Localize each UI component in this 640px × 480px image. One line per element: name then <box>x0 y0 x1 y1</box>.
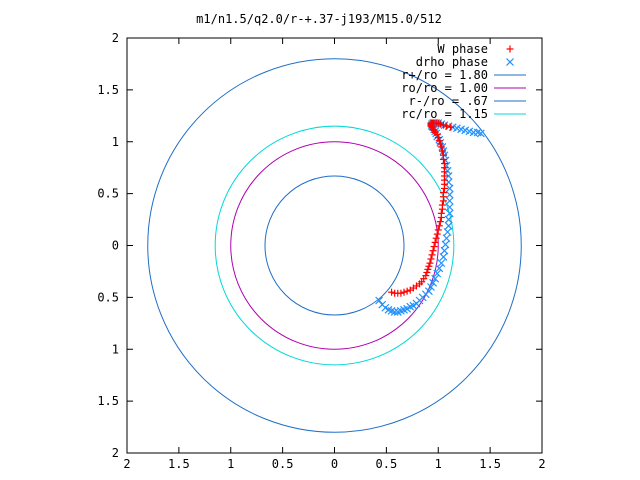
drho-phase-point <box>439 252 448 261</box>
y-tick-label: 0.5 <box>97 187 119 201</box>
radius-circles <box>147 58 522 433</box>
y-tick-label: 1 <box>112 135 119 149</box>
w-phase-point <box>439 121 447 129</box>
drho-phase-point <box>375 296 384 305</box>
drho-phase-point <box>444 221 453 230</box>
axis-ticks: 2 1.5 1 0.5 0 0.5 1 1.5 221.510.500.511.52 <box>97 31 545 471</box>
w-phase-point <box>436 140 444 148</box>
y-tick-label: 0 <box>112 239 119 253</box>
w-phase-point <box>436 120 444 128</box>
w-phase-point <box>422 272 430 280</box>
w-phase-point <box>388 288 396 296</box>
legend-label: W phase <box>437 42 488 56</box>
x-tick-label: 2 <box>123 457 130 471</box>
y-tick-label: 1.5 <box>97 83 119 97</box>
radius-circle <box>230 141 439 350</box>
w-phase-point <box>447 123 455 131</box>
drho-phase-point <box>445 203 454 212</box>
w-phase-point <box>428 251 436 259</box>
drho-phase-point <box>437 259 446 268</box>
w-phase-point <box>438 201 446 209</box>
drho-phase-point <box>445 190 454 199</box>
drho-phase-point <box>435 264 444 273</box>
w-phase-point <box>400 288 408 296</box>
w-phase-point <box>424 265 432 273</box>
x-tick-label: 2 <box>538 457 545 471</box>
w-phase-point <box>397 289 405 297</box>
w-phase-point <box>425 262 433 270</box>
y-tick-label: 1.5 <box>97 394 119 408</box>
drho-phase-point <box>445 196 454 205</box>
x-tick-label: 0.5 <box>376 457 398 471</box>
w-phase-point <box>432 234 440 242</box>
drho-phase-point <box>424 287 433 296</box>
chart-title: m1/n1.5/q2.0/r-+.37-j193/M15.0/512 <box>196 12 442 26</box>
w-phase-point <box>433 230 441 238</box>
w-phase-point <box>423 268 431 276</box>
legend-label: ro/ro = 1.00 <box>401 81 488 95</box>
drho-phase-point <box>390 307 399 316</box>
w-phase-point <box>435 137 443 145</box>
w-phase-point <box>440 160 448 168</box>
drho-phase-point <box>433 269 442 278</box>
x-tick-label: 1 <box>435 457 442 471</box>
w-phase-point <box>439 189 447 197</box>
y-tick-label: 2 <box>112 446 119 460</box>
phase-markers <box>375 119 485 316</box>
w-phase-point <box>430 243 438 251</box>
w-phase-point <box>439 151 447 159</box>
w-phase-point <box>437 143 445 151</box>
drho-phase-point <box>429 278 437 287</box>
w-phase-point <box>438 147 446 155</box>
w-phase-point <box>434 134 442 142</box>
y-tick-label: 1 <box>112 342 119 356</box>
w-phase-point <box>435 222 443 230</box>
drho-phase-point <box>476 129 485 138</box>
x-tick-label: 0 <box>331 457 338 471</box>
w-phase-point <box>431 238 439 246</box>
radius-circle <box>147 58 522 433</box>
y-tick-label: 2 <box>112 31 119 45</box>
radius-circle <box>214 125 455 366</box>
drho-phase-point <box>427 283 435 291</box>
x-tick-label: 1.5 <box>479 457 501 471</box>
w-phase-point <box>443 122 451 130</box>
drho-phase-point <box>445 209 454 218</box>
drho-phase-point <box>442 234 451 243</box>
w-phase-point <box>436 218 444 226</box>
drho-phase-point <box>445 184 454 193</box>
legend-label: rc/ro = 1.15 <box>401 107 488 121</box>
drho-phase-point <box>440 246 449 255</box>
x-tick-label: 1.5 <box>168 457 190 471</box>
drho-phase-point <box>444 215 453 224</box>
legend-marker <box>506 45 514 53</box>
radius-circle <box>264 175 405 316</box>
drho-phase-point <box>431 274 440 283</box>
w-phase-point <box>437 209 445 217</box>
x-tick-label: 1 <box>227 457 234 471</box>
w-phase-point <box>434 226 442 234</box>
x-tick-label: 0.5 <box>272 457 294 471</box>
drho-phase-point <box>441 240 450 249</box>
legend-label: r-/ro = .67 <box>409 94 488 108</box>
w-phase-point <box>403 287 411 295</box>
w-phase-point <box>427 255 435 263</box>
y-tick-label: 0.5 <box>97 290 119 304</box>
w-phase-point <box>426 259 434 267</box>
drho-phase-point <box>443 228 452 236</box>
w-phase-point <box>429 247 437 255</box>
legend-label: r+/ro = 1.80 <box>401 68 488 82</box>
legend-marker <box>506 58 514 66</box>
legend-label: drho phase <box>416 55 488 69</box>
